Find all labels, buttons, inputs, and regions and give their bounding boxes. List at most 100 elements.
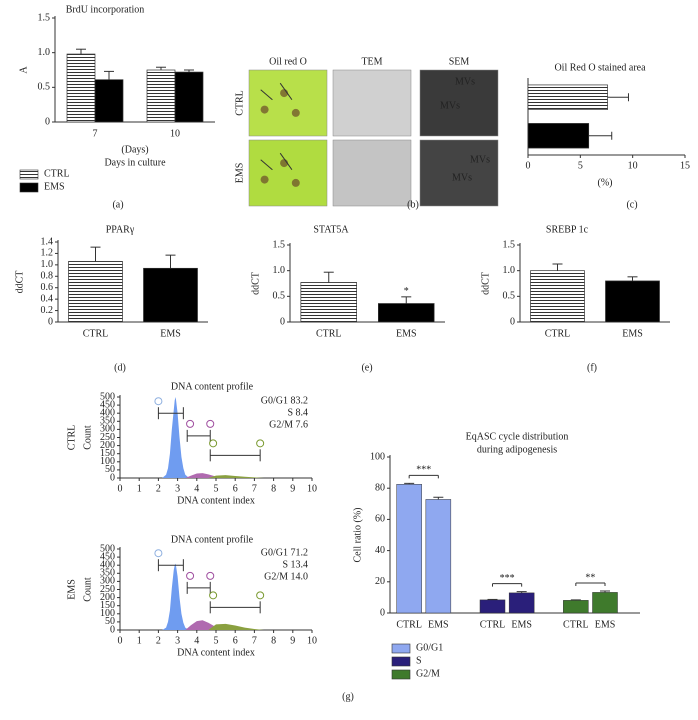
y-tick-label: 1.5 — [273, 239, 286, 250]
bar — [605, 280, 660, 323]
row-label: CTRL — [66, 425, 77, 451]
arrow — [260, 159, 273, 171]
x-tick-label: 1 — [137, 483, 142, 494]
histogram-area — [208, 475, 264, 478]
x-tick-label: 7 — [252, 635, 257, 646]
y-tick-label: 500 — [100, 543, 115, 554]
y-tick-label: 0 — [45, 116, 50, 127]
gate-marker — [154, 549, 163, 558]
gate-marker — [209, 591, 218, 600]
arrow — [260, 89, 273, 101]
significance: *** — [416, 465, 431, 476]
x-tick-label: EMS — [511, 619, 532, 630]
histogram-area — [162, 563, 190, 630]
y-tick-label: 1.0 — [41, 259, 54, 270]
significance: ** — [585, 572, 595, 583]
panel-label: (a) — [112, 199, 123, 210]
y-tick-label: 0.5 — [273, 291, 286, 302]
x-tick-label: 6 — [233, 483, 238, 494]
micrograph — [248, 139, 328, 207]
y-tick-label: 60 — [375, 514, 385, 525]
arrow — [279, 82, 293, 100]
legend-swatch — [391, 669, 411, 680]
x-tick-label: 3 — [175, 483, 180, 494]
x-axis-label: (Days) — [121, 144, 148, 155]
chart-title: during adipogenesis — [477, 444, 557, 455]
annotation: MVs — [440, 100, 460, 111]
x-axis-label: DNA content index — [177, 495, 255, 506]
y-tick-label: 0 — [280, 316, 285, 327]
stat-label: G2/M 7.6 — [269, 419, 308, 430]
legend-label: EMS — [44, 181, 65, 192]
bar — [174, 71, 204, 123]
x-tick-label: 7 — [252, 483, 257, 494]
legend-swatch — [391, 643, 411, 654]
panel-label: (c) — [626, 199, 637, 210]
chart-title: Oil Red O stained area — [554, 62, 646, 73]
annotation: MVs — [455, 76, 475, 87]
x-tick-label: CTRL — [480, 619, 506, 630]
significance: * — [404, 286, 409, 297]
y-tick-label: 200 — [100, 440, 115, 451]
y-tick-label: 0 — [510, 316, 515, 327]
x-tick-label: EMS — [595, 619, 616, 630]
chart-title: STAT5A — [313, 224, 349, 235]
y-axis-label: ddCT — [480, 272, 491, 295]
annotation: MVs — [452, 172, 472, 183]
gate-marker — [154, 397, 163, 406]
y-tick-label: 0 — [380, 607, 385, 618]
y-axis-label: Cell ratio (%) — [352, 508, 363, 563]
y-tick-label: 350 — [100, 568, 115, 579]
annotation: MVs — [470, 154, 490, 165]
y-tick-label: 350 — [100, 416, 115, 427]
y-tick-label: 400 — [100, 407, 115, 418]
legend-label: G0/G1 — [416, 642, 443, 653]
stain-droplet — [260, 175, 269, 184]
x-tick-label: 10 — [170, 128, 180, 139]
stain-droplet — [291, 108, 300, 117]
bar — [300, 282, 358, 323]
bar — [378, 303, 435, 323]
column-header: Oil red O — [269, 56, 307, 67]
y-tick-label: 1.0 — [503, 265, 516, 276]
gate-marker — [186, 419, 195, 428]
y-tick-label: 0.8 — [41, 271, 54, 282]
bar — [508, 592, 535, 614]
bar — [66, 53, 96, 123]
row-label: EMS — [234, 163, 245, 184]
micrograph — [419, 139, 499, 207]
gate-marker — [209, 439, 218, 448]
gate-marker — [256, 591, 265, 600]
x-tick-label: 0 — [526, 160, 531, 171]
y-tick-label: 450 — [100, 551, 115, 562]
panel-label: (d) — [114, 362, 126, 373]
y-tick-label: 300 — [100, 424, 115, 435]
stat-label: G2/M 14.0 — [264, 571, 308, 582]
y-axis-label: ddCT — [14, 271, 25, 294]
y-tick-label: 100 — [100, 456, 115, 467]
y-tick-label: 0 — [110, 472, 115, 483]
x-tick-label: 2 — [156, 483, 161, 494]
significance: *** — [500, 573, 515, 584]
micrograph — [332, 69, 412, 137]
x-tick-label: 10 — [307, 483, 317, 494]
x-tick-label: EMS — [428, 619, 449, 630]
stat-label: S 8.4 — [287, 407, 308, 418]
y-tick-label: 200 — [100, 592, 115, 603]
chart-title: PPARγ — [106, 224, 135, 235]
gate-marker — [186, 571, 195, 580]
micrograph — [419, 69, 499, 137]
stat-label: S 13.4 — [282, 559, 308, 570]
y-axis-label: Count — [82, 425, 93, 450]
y-tick-label: 100 — [370, 451, 385, 462]
x-tick-label: EMS — [160, 328, 181, 339]
y-tick-label: 150 — [100, 448, 115, 459]
histogram-area — [208, 623, 264, 630]
x-tick-label: CTRL — [563, 619, 589, 630]
y-tick-label: 0.5 — [38, 82, 51, 93]
x-tick-label: 4 — [194, 635, 199, 646]
x-tick-label: EMS — [396, 328, 417, 339]
x-tick-label: 0 — [118, 483, 123, 494]
y-tick-label: 500 — [100, 391, 115, 402]
x-tick-label: 9 — [290, 635, 295, 646]
